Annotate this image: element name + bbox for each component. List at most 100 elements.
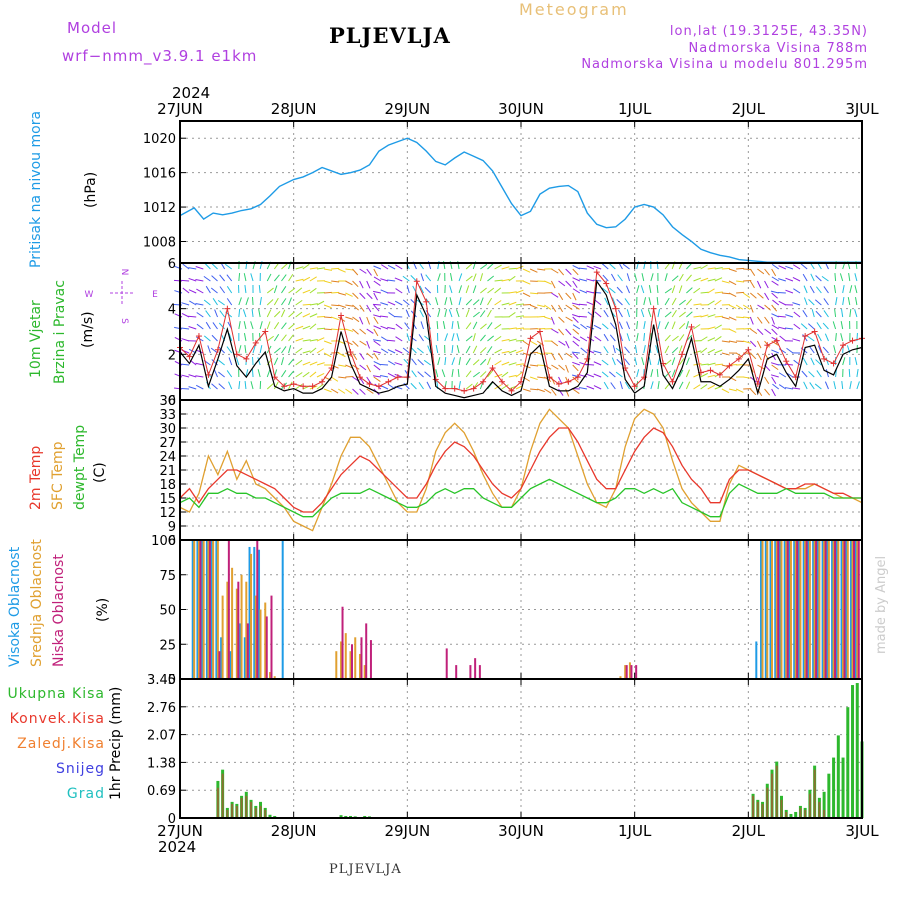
wind-vector	[380, 363, 389, 366]
wind-vector	[324, 291, 333, 294]
wind-vector	[281, 263, 288, 270]
wind-vector	[487, 297, 493, 306]
wind-vector	[771, 280, 779, 286]
wind-vector	[602, 274, 609, 282]
wind-vector	[664, 297, 670, 306]
wind-vector	[444, 309, 448, 318]
wind-vector	[501, 278, 510, 282]
wind-vector	[442, 321, 446, 330]
wind-vector	[834, 308, 837, 318]
precip-bar	[268, 814, 272, 818]
wind-vector	[472, 371, 480, 378]
cloud-bar	[635, 665, 638, 679]
wind-vector	[714, 349, 723, 354]
cloud-bar	[778, 540, 781, 679]
wind-vector	[508, 385, 517, 390]
wind-vector	[345, 352, 353, 358]
wind-vector	[757, 292, 764, 299]
wind-vector	[558, 268, 565, 276]
wind-vector	[330, 376, 339, 382]
wind-vector	[331, 351, 340, 354]
cloud-bar	[797, 540, 800, 679]
wind-vector	[309, 276, 317, 282]
wind-vector	[508, 312, 516, 318]
wind-vector	[586, 290, 595, 294]
wind-vector	[849, 381, 852, 390]
precip-bar	[226, 809, 229, 818]
wind-vector	[402, 275, 410, 282]
cloud-bar	[851, 540, 854, 679]
wind-vector	[188, 374, 197, 378]
cloud-tick-label: 25	[159, 638, 176, 653]
wind-vector	[295, 325, 304, 330]
wind-vector	[373, 280, 381, 286]
wind-vector	[815, 275, 822, 282]
wind-vector	[743, 376, 752, 379]
wind-vector	[338, 364, 347, 367]
cloud-bar	[281, 540, 284, 679]
wind-vector	[395, 323, 403, 330]
cloud-bar	[474, 658, 477, 679]
cloud-bar	[237, 581, 240, 679]
wind-vector	[793, 323, 801, 330]
wind-vector	[693, 277, 702, 282]
wind-vector	[281, 286, 287, 294]
wind-vector	[686, 274, 692, 282]
wind-vector	[822, 322, 829, 330]
cloud-bar	[804, 540, 807, 679]
wind-vector	[418, 382, 424, 390]
wind-vector	[456, 333, 460, 342]
wind-vector	[771, 324, 780, 330]
legend-snow: Snijeg	[55, 761, 105, 777]
wind-vector	[764, 268, 770, 276]
wind-vector	[550, 352, 556, 361]
cloud-bar	[265, 616, 268, 679]
wind-vector	[338, 352, 346, 358]
wind-vector	[380, 325, 389, 330]
wind-vector	[558, 316, 565, 323]
wind-vector	[288, 323, 295, 330]
wind-vector	[800, 323, 808, 330]
wind-vector	[572, 376, 579, 383]
wind-vector	[849, 309, 852, 318]
wind-vector	[411, 370, 417, 378]
wind-vector	[593, 324, 602, 330]
wind-vector	[316, 362, 325, 366]
wind-vector	[792, 302, 801, 306]
wind-vector	[366, 328, 374, 334]
wind-vector	[295, 278, 304, 282]
wind-vector	[273, 357, 279, 366]
cloud-bar	[761, 540, 764, 679]
wind-vector	[331, 304, 340, 307]
wind-vector	[648, 297, 652, 306]
wind-vector	[749, 352, 757, 360]
cloud-tick-label: 0	[168, 673, 176, 688]
wind-vector	[244, 285, 247, 294]
cloud-bar	[827, 540, 830, 679]
wind-vector	[572, 268, 579, 276]
precip-tick-label: 2.07	[147, 729, 176, 744]
wind-vector	[188, 267, 197, 270]
wind-vector	[494, 300, 502, 306]
grid-lines	[180, 121, 862, 819]
wind-vector	[435, 345, 439, 354]
wind-vector	[243, 333, 247, 342]
wind-vector	[345, 280, 353, 286]
wind-vector	[707, 337, 716, 342]
wind-vector	[616, 286, 623, 294]
cloud-bar	[205, 540, 208, 679]
wind-vector	[244, 345, 247, 354]
wind-vector	[522, 268, 531, 273]
wind-vector	[624, 358, 630, 366]
wind-vector	[302, 350, 311, 354]
wind-vector	[508, 362, 517, 366]
wind-vector	[764, 280, 769, 289]
wind-vector	[808, 323, 815, 330]
wind-vector	[685, 381, 691, 390]
wind-vector	[203, 275, 211, 282]
station-title: PLJEVLJA	[329, 23, 451, 48]
wind-vector	[479, 297, 484, 306]
wind-vector	[815, 310, 822, 318]
wind-vector	[352, 388, 359, 395]
wind-vector	[714, 266, 723, 270]
